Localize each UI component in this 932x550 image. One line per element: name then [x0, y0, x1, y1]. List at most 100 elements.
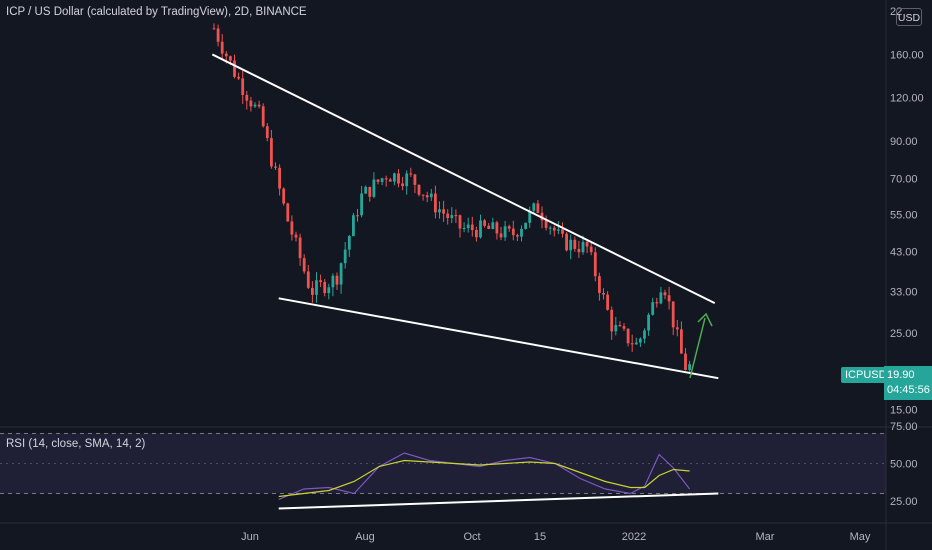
candle-up: [548, 227, 552, 229]
price-tick-label: 33.00: [890, 286, 918, 298]
time-tick-label: 15: [534, 531, 546, 543]
candle-down: [589, 246, 593, 253]
candle-down: [241, 78, 245, 95]
candle-down: [409, 173, 413, 175]
candle-up: [372, 179, 376, 197]
price-tick-label: 160.00: [890, 49, 924, 61]
price-tick-label: 43.00: [890, 247, 918, 259]
candle-down: [663, 292, 667, 296]
candle-down: [356, 215, 359, 217]
candle-up: [347, 236, 351, 250]
candle-down: [270, 138, 273, 167]
candle-up: [364, 186, 368, 194]
breakout-arrow-head: [697, 312, 713, 327]
candle-down: [417, 184, 421, 195]
candle-up: [360, 193, 363, 216]
candle-down: [573, 239, 577, 249]
rsi-tick-label: 25.00: [890, 496, 918, 508]
candle-down: [507, 226, 511, 229]
candle-down: [257, 104, 261, 107]
candle-down: [434, 193, 437, 213]
candle-down: [319, 280, 322, 282]
rsi-tick-label: 50.00: [890, 459, 918, 471]
candle-up: [438, 209, 441, 213]
rsi-tick-label: 75.00: [890, 421, 918, 433]
rsi-line: [278, 452, 691, 501]
candle-down: [212, 28, 216, 30]
candle-up: [462, 228, 466, 230]
candle-down: [425, 195, 429, 198]
candle-up: [688, 364, 691, 370]
candle-up: [647, 314, 650, 331]
time-tick-label: 2022: [622, 531, 646, 543]
candle-down: [229, 56, 232, 61]
trendline-lower: [278, 297, 719, 380]
candle-up: [429, 193, 433, 198]
candle-down: [368, 186, 372, 197]
candle-down: [311, 287, 314, 295]
candle-up: [643, 330, 646, 339]
candle-down: [224, 53, 228, 57]
chart-title: ICP / US Dollar (calculated by TradingVi…: [6, 6, 307, 18]
candle-down: [388, 179, 392, 182]
candle-down: [335, 275, 339, 285]
candle-up: [380, 178, 384, 182]
candle-down: [237, 76, 240, 79]
candle-down: [577, 248, 581, 253]
candle-down: [249, 100, 253, 107]
price-tick-label: 70.00: [890, 173, 918, 185]
candle-down: [306, 271, 310, 288]
candle-down: [495, 222, 499, 234]
candle-up: [339, 263, 343, 285]
candle-up: [581, 241, 585, 253]
candle-down: [499, 233, 503, 238]
candle-up: [450, 215, 454, 219]
candle-down: [290, 221, 294, 235]
candle-down: [245, 94, 249, 101]
candle-down: [606, 294, 609, 310]
rsi-sma-line: [278, 459, 690, 498]
candle-down: [397, 173, 400, 184]
rsi-trendline: [278, 492, 719, 510]
candle-down: [671, 301, 675, 328]
candle-up: [520, 228, 523, 237]
candle-up: [352, 215, 355, 237]
candle-down: [655, 302, 659, 304]
candle-down: [544, 220, 548, 228]
candle-down: [675, 327, 679, 330]
candle-down: [684, 353, 687, 370]
candle-up: [569, 239, 573, 251]
candle-up: [405, 173, 409, 187]
candle-down: [220, 41, 224, 54]
candle-up: [343, 249, 347, 264]
candle-up: [532, 203, 536, 211]
candle-up: [253, 104, 257, 107]
candle-down: [680, 329, 683, 354]
candle-down: [630, 343, 634, 345]
time-tick-label: Oct: [463, 531, 480, 543]
candle-down: [561, 229, 564, 234]
candle-down: [376, 179, 380, 182]
candle-up: [528, 210, 532, 223]
candle-down: [233, 60, 236, 77]
currency-badge[interactable]: USD: [896, 8, 922, 26]
candle-down: [298, 237, 302, 259]
candle-up: [393, 173, 396, 182]
candle-down: [511, 228, 515, 236]
candle-down: [470, 224, 474, 231]
price-tick-label: 90.00: [890, 136, 918, 148]
candle-down: [278, 167, 281, 189]
candle-down: [454, 215, 458, 217]
candle-down: [536, 203, 540, 213]
candle-up: [327, 287, 331, 294]
candle-down: [442, 209, 445, 214]
candle-up: [524, 222, 527, 229]
candle-down: [294, 234, 298, 238]
candle-down: [413, 174, 417, 185]
candle-up: [614, 325, 618, 332]
candle-down: [475, 230, 478, 238]
candle-down: [602, 292, 605, 295]
rsi-title: RSI (14, close, SMA, 14, 2): [6, 438, 146, 450]
last-price-tag: 19.90 04:45:56: [884, 366, 932, 400]
